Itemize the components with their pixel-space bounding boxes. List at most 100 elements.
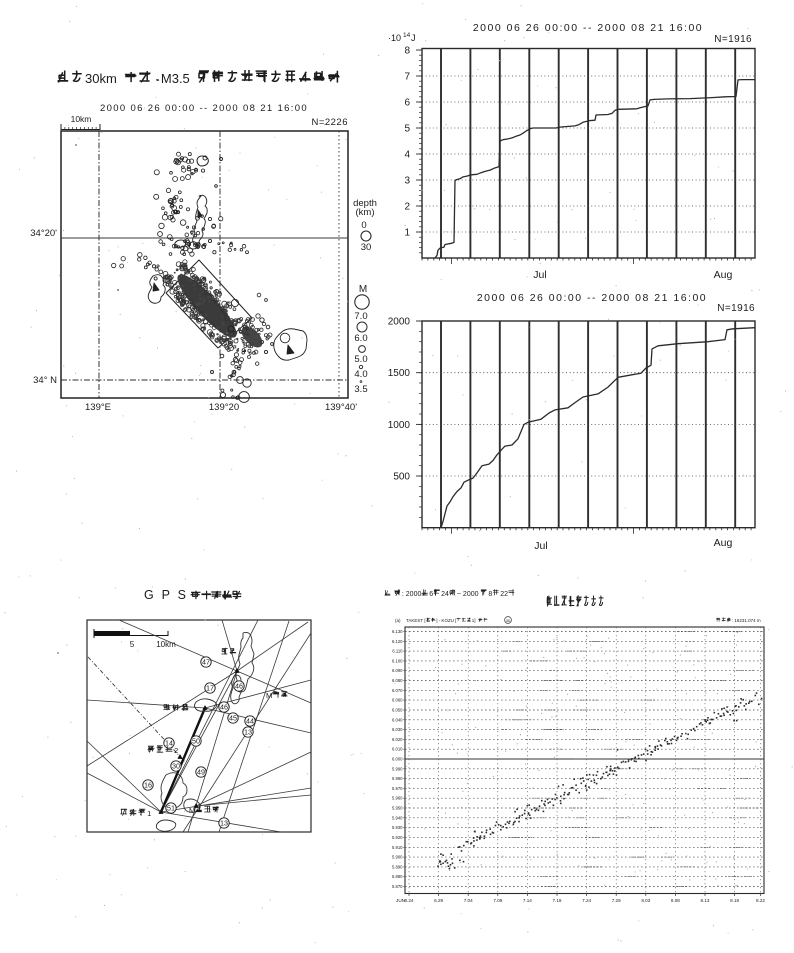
svg-text:139°20: 139°20 (209, 402, 239, 413)
svg-text:14: 14 (403, 32, 411, 39)
svg-text:] - KOZU [: ] - KOZU [ (436, 618, 457, 623)
svg-text:N=1916: N=1916 (714, 34, 752, 45)
svg-text:46: 46 (235, 682, 243, 691)
svg-text:8: 8 (404, 46, 410, 57)
svg-text:500: 500 (393, 472, 410, 483)
svg-text:8.13: 8.13 (701, 898, 710, 903)
svg-text:51: 51 (167, 804, 175, 813)
svg-text:N=1916: N=1916 (717, 303, 755, 314)
svg-text:6.0: 6.0 (354, 333, 367, 344)
svg-text:7.09: 7.09 (493, 898, 502, 903)
svg-text:6.120: 6.120 (392, 639, 403, 644)
svg-text:5.910: 5.910 (392, 845, 403, 850)
svg-text:45: 45 (229, 714, 237, 723)
svg-text:6.020: 6.020 (392, 737, 403, 742)
svg-text:6.000: 6.000 (392, 757, 403, 762)
svg-text:139°40': 139°40' (325, 402, 357, 413)
svg-text:5.920: 5.920 (392, 835, 403, 840)
svg-text:1: 1 (404, 228, 410, 239)
svg-text:6: 6 (429, 591, 433, 598)
svg-text:: 2000: : 2000 (402, 591, 422, 598)
svg-text:·10: ·10 (388, 33, 401, 43)
svg-text:7.29: 7.29 (612, 898, 621, 903)
svg-text:Jul: Jul (533, 269, 546, 281)
svg-text:Aug: Aug (714, 537, 733, 549)
svg-text:17: 17 (206, 684, 214, 693)
svg-text:6.29: 6.29 (434, 898, 443, 903)
svg-text:13: 13 (244, 728, 252, 737)
svg-text:0: 0 (361, 220, 366, 231)
svg-text:8.22: 8.22 (756, 898, 765, 903)
svg-text:30: 30 (506, 618, 511, 623)
svg-text:8.03: 8.03 (641, 898, 650, 903)
svg-text:6: 6 (404, 98, 410, 109)
svg-text:M: M (266, 691, 272, 700)
svg-text:3: 3 (404, 176, 410, 187)
svg-text:2: 2 (174, 746, 178, 755)
svg-text:4.0: 4.0 (354, 369, 367, 380)
svg-text:139°E: 139°E (85, 402, 111, 413)
svg-text:5: 5 (130, 640, 135, 649)
svg-text:1]: 1] (472, 618, 476, 623)
svg-text:6.060: 6.060 (392, 698, 403, 703)
svg-text:5.970: 5.970 (392, 786, 403, 791)
svg-text:6.040: 6.040 (392, 717, 403, 722)
svg-text:5.990: 5.990 (392, 766, 403, 771)
svg-text:TAKEST [: TAKEST [ (406, 618, 426, 623)
svg-text:6.100: 6.100 (392, 658, 403, 663)
svg-text:6.110: 6.110 (392, 649, 403, 654)
svg-text:6.010: 6.010 (392, 747, 403, 752)
svg-text:1: 1 (147, 809, 151, 818)
svg-text:5.880: 5.880 (392, 874, 403, 879)
svg-text:J: J (411, 33, 416, 43)
svg-text:5.940: 5.940 (392, 815, 403, 820)
svg-text:6.030: 6.030 (392, 727, 403, 732)
svg-text:6.050: 6.050 (392, 708, 403, 713)
svg-text:JUN: JUN (396, 898, 405, 903)
svg-text:6.080: 6.080 (392, 678, 403, 683)
svg-text:5.950: 5.950 (392, 806, 403, 811)
svg-text:2000 06 26 00:00 -- 2000 08 21: 2000 06 26 00:00 -- 2000 08 21 16:00 (100, 103, 308, 114)
svg-text:7: 7 (404, 72, 410, 83)
svg-text:7.04: 7.04 (464, 898, 473, 903)
svg-text:14: 14 (165, 739, 173, 748)
svg-text:2000 06 26 00:00 -- 2000 08 21: 2000 06 26 00:00 -- 2000 08 21 16:00 (473, 22, 703, 34)
svg-text:1000: 1000 (388, 420, 411, 431)
svg-text:49: 49 (197, 768, 205, 777)
svg-text:34°20': 34°20' (30, 228, 57, 239)
svg-text:N=2226: N=2226 (311, 117, 348, 128)
svg-text:30: 30 (361, 242, 372, 253)
svg-text:13: 13 (220, 819, 228, 828)
svg-text:3.5: 3.5 (354, 384, 367, 395)
svg-text:(km): (km) (356, 207, 375, 218)
svg-text:47: 47 (202, 658, 210, 667)
svg-text:Jul: Jul (534, 540, 547, 552)
svg-text:5.0: 5.0 (354, 354, 367, 365)
svg-text:5.980: 5.980 (392, 776, 403, 781)
svg-text:5.930: 5.930 (392, 825, 403, 830)
svg-text:8: 8 (488, 591, 492, 598)
svg-text:M3.5: M3.5 (161, 71, 190, 86)
svg-text:8.18: 8.18 (730, 898, 739, 903)
svg-text:6.130: 6.130 (392, 629, 403, 634)
svg-text:34° N: 34° N (33, 375, 57, 386)
svg-text:10km: 10km (71, 114, 92, 124)
svg-text:depth: depth (353, 198, 377, 209)
svg-text:5.890: 5.890 (392, 864, 403, 869)
svg-text:44: 44 (246, 717, 254, 726)
svg-text:46: 46 (220, 703, 228, 712)
svg-text:10km: 10km (156, 640, 176, 649)
svg-text:16: 16 (144, 781, 152, 790)
svg-text:7.14: 7.14 (523, 898, 532, 903)
svg-text:M: M (189, 806, 195, 815)
svg-text:7.0: 7.0 (354, 311, 367, 322)
svg-text:~ 2000: ~ 2000 (457, 591, 479, 598)
svg-text:5.960: 5.960 (392, 796, 403, 801)
svg-text:7.19: 7.19 (553, 898, 562, 903)
svg-text:G P S: G P S (144, 588, 188, 602)
svg-text:6.070: 6.070 (392, 688, 403, 693)
svg-text:7.24: 7.24 (582, 898, 591, 903)
svg-text:(a): (a) (395, 618, 401, 623)
svg-text:M: M (359, 284, 367, 295)
svg-text:2000: 2000 (388, 317, 411, 328)
